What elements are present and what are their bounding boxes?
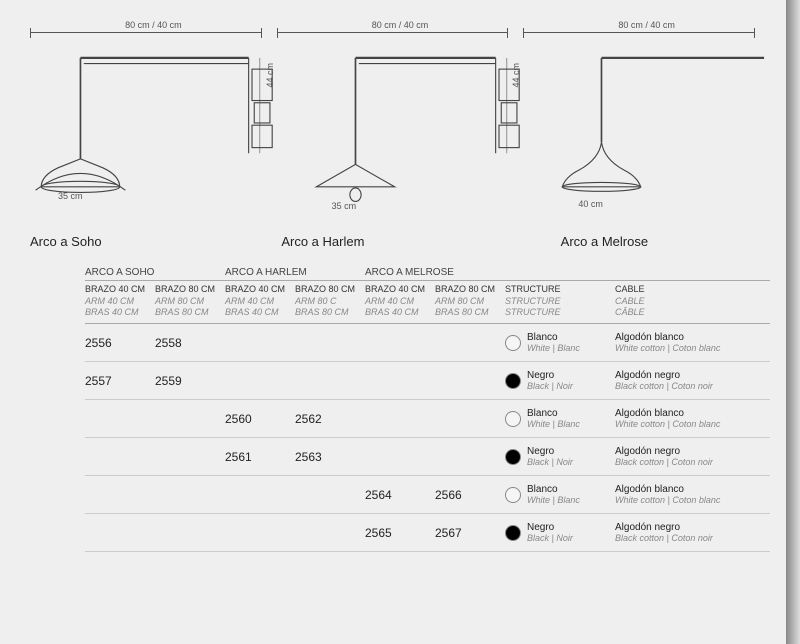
section-harlem: ARCO A HARLEM	[225, 267, 365, 280]
cable-main: Algodón negro	[615, 446, 770, 457]
cable-cell: Algodón blancoWhite cotton | Coton blanc	[615, 484, 770, 505]
col-melrose-40: BRAZO 40 CM ARM 40 CM BRAS 40 CM	[365, 284, 435, 319]
shade-dim: 40 cm	[578, 199, 603, 209]
table-row: 25612563NegroBlack | NoirAlgodón negroBl…	[85, 438, 770, 476]
sku-cell: 2562	[295, 412, 365, 426]
label-soho: Arco a Soho	[30, 234, 239, 249]
finish-main: Negro	[527, 446, 573, 457]
cable-cell: Algodón negroBlack cotton | Coton noir	[615, 446, 770, 467]
sku-cell: 2566	[435, 488, 505, 502]
finish-main: Blanco	[527, 484, 580, 495]
finish-main: Negro	[527, 522, 573, 533]
cable-sub: Black cotton | Coton noir	[615, 533, 770, 543]
cable-main: Algodón blanco	[615, 332, 770, 343]
white-swatch-icon	[505, 335, 521, 351]
dim-side: 44 cm	[511, 63, 521, 88]
shade-dim: 35 cm	[332, 201, 357, 211]
sku-cell: 2567	[435, 526, 505, 540]
diagram-harlem: 80 cm / 40 cm 44 cm 35 cm	[277, 20, 524, 220]
cable-cell: Algodón blancoWhite cotton | Coton blanc	[615, 408, 770, 429]
cable-sub: White cotton | Coton blanc	[615, 419, 770, 429]
cable-main: Algodón negro	[615, 370, 770, 381]
sku-cell: 2559	[155, 374, 225, 388]
col-cable: CABLE CABLE CÂBLE	[615, 284, 770, 319]
cable-sub: Black cotton | Coton noir	[615, 381, 770, 391]
table-row: 25602562BlancoWhite | BlancAlgodón blanc…	[85, 400, 770, 438]
col-harlem-80: BRAZO 80 CM ARM 80 C BRAS 80 CM	[295, 284, 365, 319]
white-swatch-icon	[505, 411, 521, 427]
finish-sub: White | Blanc	[527, 343, 580, 353]
sku-cell: 2556	[85, 336, 155, 350]
lamp-melrose-icon	[523, 33, 770, 229]
finish-sub: Black | Noir	[527, 533, 573, 543]
sku-cell: 2565	[365, 526, 435, 540]
dim-top: 80 cm / 40 cm	[277, 20, 524, 30]
table-row: 25652567NegroBlack | NoirAlgodón negroBl…	[85, 514, 770, 552]
cable-sub: Black cotton | Coton noir	[615, 457, 770, 467]
col-soho-80: BRAZO 80 CM ARM 80 CM BRAS 80 CM	[155, 284, 225, 319]
cable-main: Algodón blanco	[615, 484, 770, 495]
finish-sub: Black | Noir	[527, 381, 573, 391]
sku-cell: 2560	[225, 412, 295, 426]
cable-cell: Algodón negroBlack cotton | Coton noir	[615, 522, 770, 543]
diagram-melrose: 80 cm / 40 cm 40 cm	[523, 20, 770, 220]
white-swatch-icon	[505, 487, 521, 503]
diagrams-row: 80 cm / 40 cm 44 cm 35 cm 80 cm / 40 cm	[30, 20, 770, 220]
section-headers: ARCO A SOHO ARCO A HARLEM ARCO A MELROSE	[85, 267, 770, 281]
finish-sub: Black | Noir	[527, 457, 573, 467]
sku-cell: 2558	[155, 336, 225, 350]
col-soho-40: BRAZO 40 CM ARM 40 CM BRAS 40 CM	[85, 284, 155, 319]
page-edge	[786, 0, 800, 644]
structure-cell: NegroBlack | Noir	[505, 522, 615, 543]
cable-sub: White cotton | Coton blanc	[615, 343, 770, 353]
cable-cell: Algodón negroBlack cotton | Coton noir	[615, 370, 770, 391]
cable-main: Algodón negro	[615, 522, 770, 533]
dim-side: 44 cm	[265, 63, 275, 88]
table-row: 25572559NegroBlack | NoirAlgodón negroBl…	[85, 362, 770, 400]
structure-cell: BlancoWhite | Blanc	[505, 332, 615, 353]
sku-cell: 2561	[225, 450, 295, 464]
col-harlem-40: BRAZO 40 CM ARM 40 CM BRAS 40 CM	[225, 284, 295, 319]
col-structure: STRUCTURE STRUCTURE STRUCTURE	[505, 284, 615, 319]
black-swatch-icon	[505, 373, 521, 389]
structure-cell: BlancoWhite | Blanc	[505, 484, 615, 505]
structure-cell: BlancoWhite | Blanc	[505, 408, 615, 429]
sku-cell: 2564	[365, 488, 435, 502]
label-melrose: Arco a Melrose	[491, 234, 770, 249]
table-row: 25642566BlancoWhite | BlancAlgodón blanc…	[85, 476, 770, 514]
finish-sub: White | Blanc	[527, 495, 580, 505]
section-melrose: ARCO A MELROSE	[365, 267, 505, 280]
col-melrose-80: BRAZO 80 CM ARM 80 CM BRAS 80 CM	[435, 284, 505, 319]
diagram-labels: Arco a Soho Arco a Harlem Arco a Melrose	[30, 228, 770, 249]
sku-cell: 2563	[295, 450, 365, 464]
table-row: 25562558BlancoWhite | BlancAlgodón blanc…	[85, 324, 770, 362]
finish-main: Blanco	[527, 408, 580, 419]
dim-top: 80 cm / 40 cm	[523, 20, 770, 30]
finish-sub: White | Blanc	[527, 419, 580, 429]
cable-cell: Algodón blancoWhite cotton | Coton blanc	[615, 332, 770, 353]
structure-cell: NegroBlack | Noir	[505, 446, 615, 467]
black-swatch-icon	[505, 525, 521, 541]
sku-cell: 2557	[85, 374, 155, 388]
lamp-harlem-icon	[277, 33, 524, 229]
section-soho: ARCO A SOHO	[85, 267, 225, 280]
cable-main: Algodón blanco	[615, 408, 770, 419]
black-swatch-icon	[505, 449, 521, 465]
column-headers: BRAZO 40 CM ARM 40 CM BRAS 40 CM BRAZO 8…	[85, 284, 770, 324]
diagram-soho: 80 cm / 40 cm 44 cm 35 cm	[30, 20, 277, 220]
label-harlem: Arco a Harlem	[239, 234, 490, 249]
cable-sub: White cotton | Coton blanc	[615, 495, 770, 505]
finish-main: Negro	[527, 370, 573, 381]
finish-main: Blanco	[527, 332, 580, 343]
dim-top: 80 cm / 40 cm	[30, 20, 277, 30]
shade-dim: 35 cm	[58, 191, 83, 201]
spec-table: ARCO A SOHO ARCO A HARLEM ARCO A MELROSE…	[30, 267, 770, 552]
structure-cell: NegroBlack | Noir	[505, 370, 615, 391]
